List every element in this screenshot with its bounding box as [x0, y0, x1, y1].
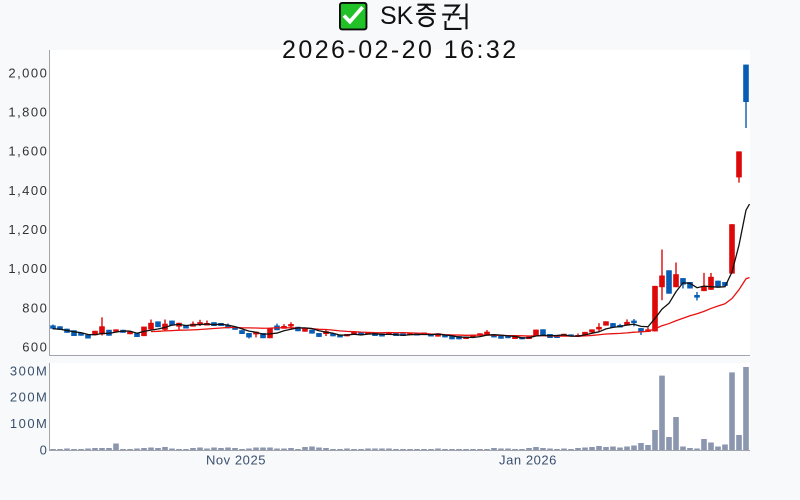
- svg-text:600: 600: [22, 339, 48, 354]
- svg-text:1,400: 1,400: [8, 183, 48, 198]
- svg-text:2026-02-20 16:32: 2026-02-20 16:32: [282, 36, 519, 64]
- svg-text:1,600: 1,600: [8, 144, 48, 159]
- svg-text:Jan 2026: Jan 2026: [499, 453, 557, 468]
- svg-text:300M: 300M: [10, 363, 49, 378]
- svg-text:1,000: 1,000: [8, 261, 48, 276]
- svg-text:2,000: 2,000: [8, 65, 48, 80]
- svg-text:200M: 200M: [10, 390, 49, 405]
- svg-text:1,800: 1,800: [8, 105, 48, 120]
- svg-text:0: 0: [40, 442, 49, 457]
- svg-text:800: 800: [22, 300, 48, 315]
- svg-text:Nov 2025: Nov 2025: [206, 453, 266, 468]
- svg-text:100M: 100M: [10, 416, 49, 431]
- svg-text:1,200: 1,200: [8, 222, 48, 237]
- svg-text:SK: SK: [380, 2, 414, 30]
